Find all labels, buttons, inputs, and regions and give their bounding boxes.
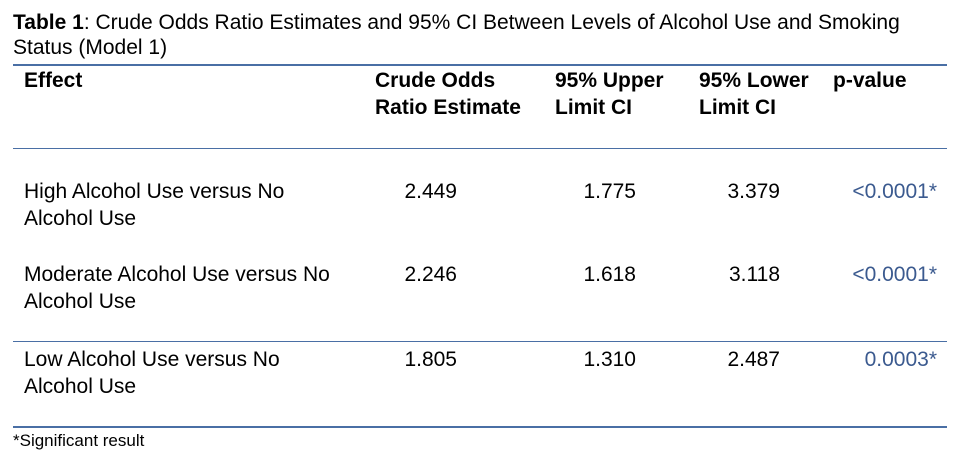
header-upper-ci: 95% Upper Limit CI: [555, 69, 664, 119]
header-pvalue: p-value: [833, 69, 907, 92]
row-3-effect: Low Alcohol Use versus No Alcohol Use: [24, 348, 280, 398]
table-bottom-rule: [13, 426, 947, 428]
row-3-estimate: 1.805: [404, 348, 457, 371]
row-1-upper-ci: 1.775: [583, 180, 636, 203]
row-1-pvalue: <0.0001*: [852, 180, 937, 203]
caption-label: Table 1: [13, 11, 84, 34]
row-1-lower-ci: 3.379: [727, 180, 780, 203]
table-footnote: *Significant result: [13, 431, 145, 450]
table-caption: Table 1: Crude Odds Ratio Estimates and …: [13, 10, 953, 60]
row-3-lower-ci: 2.487: [727, 348, 780, 371]
row-3-upper-ci: 1.310: [583, 348, 636, 371]
caption-text: : Crude Odds Ratio Estimates and 95% CI …: [13, 11, 900, 59]
table-top-rule: [13, 64, 947, 66]
row-2-estimate: 2.246: [404, 263, 457, 286]
row-1-estimate: 2.449: [404, 180, 457, 203]
row-2-effect: Moderate Alcohol Use versus No Alcohol U…: [24, 263, 330, 313]
header-estimate: Crude Odds Ratio Estimate: [375, 69, 521, 119]
row-3-pvalue: 0.0003*: [864, 348, 937, 371]
row-1-effect: High Alcohol Use versus No Alcohol Use: [24, 180, 285, 230]
row-separator-rule: [13, 341, 947, 342]
row-2-pvalue: <0.0001*: [852, 263, 937, 286]
header-effect: Effect: [24, 69, 83, 92]
row-2-lower-ci: 3.118: [729, 263, 780, 286]
header-rule: [13, 148, 947, 149]
row-2-upper-ci: 1.618: [583, 263, 636, 286]
header-lower-ci: 95% Lower Limit CI: [699, 69, 809, 119]
